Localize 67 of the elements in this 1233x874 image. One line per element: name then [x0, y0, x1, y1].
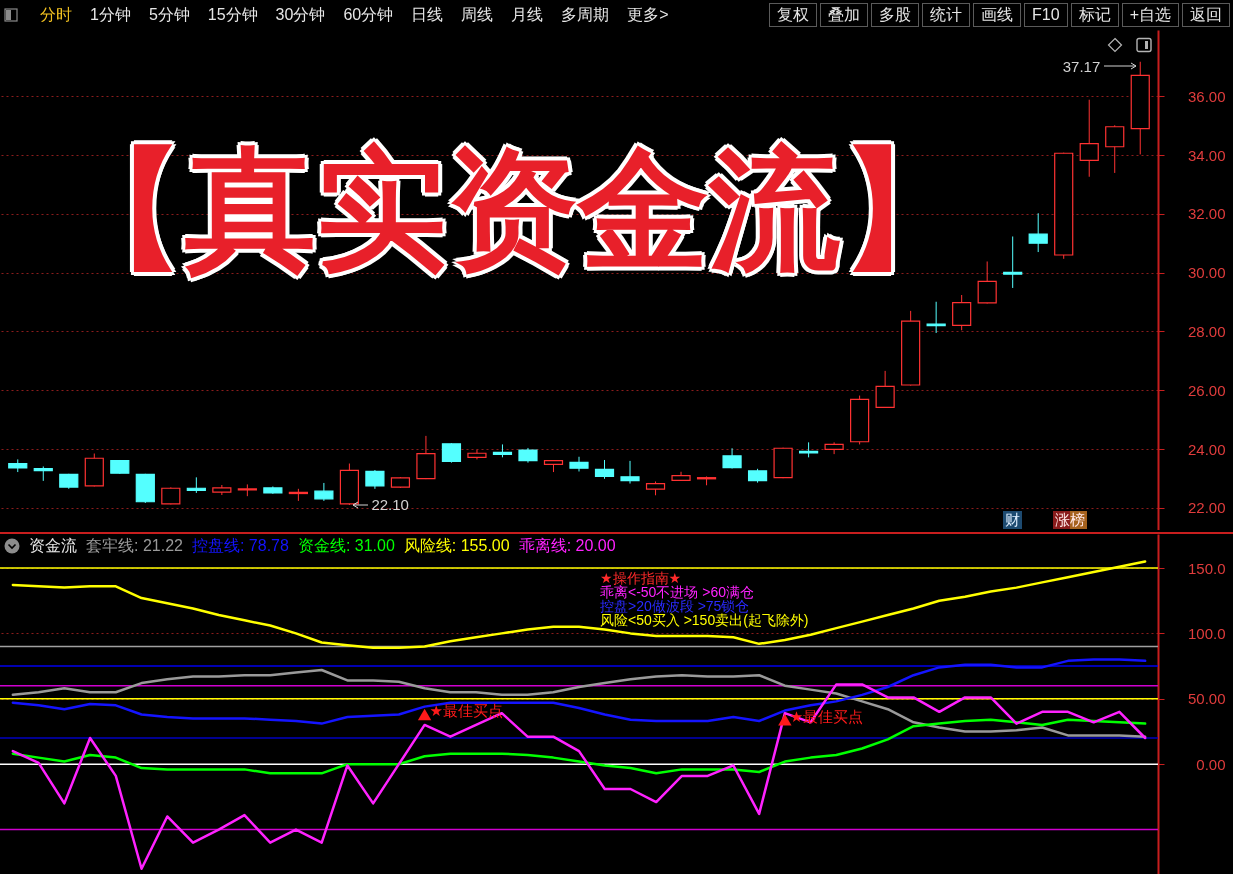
- text: 资金线: 31.00: [297, 537, 395, 555]
- text: 周线: [461, 5, 494, 25]
- line-series: [11, 683, 1147, 871]
- candlestick: [952, 294, 972, 331]
- y-tick-label: 24.00: [1187, 440, 1226, 458]
- candlestick: [365, 469, 385, 490]
- y-tick-label: 26.00: [1187, 381, 1226, 399]
- annotation: 控盘>20做波段 >75锁仓: [600, 598, 750, 614]
- series-label: ★最佳买点: [429, 702, 504, 720]
- text: 控盘线: 78.78: [191, 537, 289, 555]
- annotation: 风险<50买入 >150卖出(起飞除外): [600, 612, 809, 628]
- text: 乖离线: 20.00: [518, 537, 616, 555]
- y-tick-label: 150.0: [1187, 559, 1226, 577]
- chart-title: 资金流: [29, 537, 77, 555]
- candlestick: [441, 442, 462, 464]
- y-tick-label: 34.00: [1187, 146, 1226, 164]
- text: 统计: [922, 3, 971, 27]
- text: 套牢线: 21.22: [86, 537, 183, 555]
- text: 复权: [769, 3, 818, 27]
- text: 分时: [40, 5, 72, 25]
- text: 画线: [973, 3, 1022, 27]
- text: 更多>: [627, 5, 669, 25]
- candlestick: [722, 447, 742, 470]
- candlestick: [1105, 124, 1125, 174]
- y-tick-label: 100.0: [1187, 624, 1226, 642]
- text: 多股: [871, 3, 920, 27]
- text: 返回: [1182, 3, 1230, 27]
- annotation: 乖离<-50不进场 >60满仓: [600, 584, 756, 600]
- candlestick: [569, 456, 589, 472]
- annotation: ★操作指南★: [600, 570, 682, 586]
- y-tick-label: 50.00: [1187, 690, 1226, 708]
- y-tick-label: 32.00: [1187, 205, 1226, 223]
- y-tick-label: 36.00: [1187, 87, 1226, 105]
- annotation: 37.17: [1062, 57, 1101, 75]
- text: 15分钟: [207, 5, 258, 25]
- annotation: 22.10: [371, 496, 409, 513]
- text: 月线: [511, 5, 544, 25]
- candlestick: [977, 260, 997, 305]
- text: 【真实资金流】: [54, 136, 971, 283]
- candlestick: [620, 460, 640, 485]
- candlestick: [1003, 235, 1023, 289]
- text: 5分钟: [148, 5, 190, 25]
- y-tick-label: 22.00: [1187, 499, 1226, 517]
- text: 30分钟: [275, 5, 326, 25]
- y-tick-label: 28.00: [1187, 322, 1226, 340]
- text: 多周期: [561, 5, 610, 25]
- candlestick: [314, 482, 334, 502]
- text: 1分钟: [90, 5, 131, 25]
- y-tick-label: 30.00: [1187, 264, 1226, 282]
- line-series: [11, 668, 1147, 738]
- y-tick-label: 0.00: [1196, 755, 1226, 773]
- text: 日线: [411, 5, 444, 25]
- text: +自选: [1121, 3, 1179, 27]
- candlestick: [1079, 99, 1099, 178]
- line-series: [11, 658, 1147, 725]
- candlestick: [594, 459, 615, 480]
- annotation: 财: [1003, 511, 1022, 529]
- candlestick: [875, 370, 895, 409]
- text: 60分钟: [343, 5, 394, 25]
- text: F10: [1024, 3, 1068, 27]
- candlestick: [824, 441, 844, 455]
- candlestick: [926, 301, 946, 334]
- text: 叠加: [820, 3, 869, 27]
- candlestick: [1028, 212, 1048, 253]
- annotation: 涨榜: [1053, 511, 1087, 529]
- text: 标记: [1070, 3, 1119, 27]
- text: 风险线: 155.00: [403, 537, 510, 555]
